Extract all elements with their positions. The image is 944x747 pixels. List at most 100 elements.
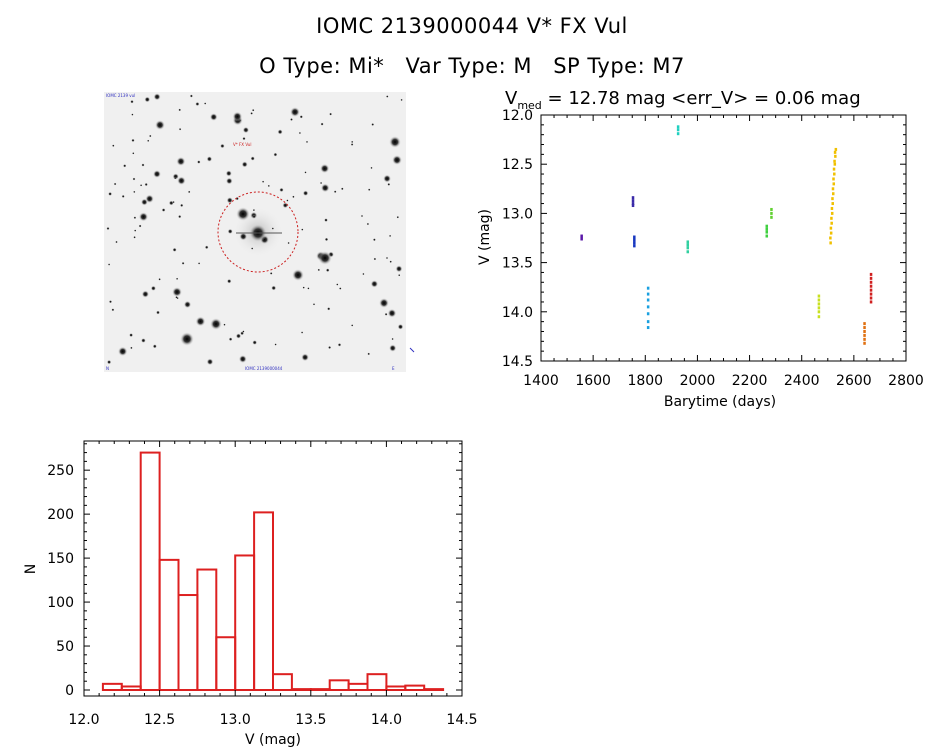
- field-star: [301, 228, 304, 231]
- lc-xtick-label: 2400: [784, 373, 820, 389]
- field-star: [225, 170, 232, 177]
- field-star: [106, 226, 110, 231]
- field-star: [287, 241, 290, 245]
- bright-star: [180, 332, 194, 346]
- lc-data-point: [863, 329, 866, 333]
- lc-data-point: [863, 341, 866, 345]
- lc-data-point: [646, 298, 650, 302]
- field-star: [149, 134, 152, 138]
- field-star: [400, 98, 403, 102]
- lc-data-point: [817, 310, 821, 314]
- field-star: [312, 303, 316, 306]
- lc-ytick-label: 13.5: [502, 256, 533, 272]
- lc-data-point: [686, 250, 690, 254]
- field-star: [371, 123, 375, 126]
- field-star: [277, 129, 283, 135]
- field-star: [235, 196, 239, 201]
- field-star: [132, 152, 135, 155]
- hist-ytick-label: 150: [47, 551, 74, 567]
- field-star: [153, 93, 161, 101]
- field-star: [158, 278, 161, 281]
- lc-data-point: [686, 243, 690, 247]
- field-star: [329, 112, 333, 116]
- field-star: [362, 272, 365, 276]
- hist-bar: [196, 568, 218, 691]
- lc-ytick-label: 14.0: [502, 305, 533, 321]
- lc-title: Vmed = 12.78 mag <err_V> = 0.06 mag: [505, 88, 861, 112]
- field-star: [141, 338, 146, 343]
- lc-data-point: [834, 154, 837, 158]
- hist-bar: [347, 682, 369, 692]
- field-star: [183, 300, 192, 309]
- lc-data-point: [765, 224, 769, 228]
- star-field: [106, 93, 404, 366]
- lc-data-point: [580, 237, 583, 241]
- field-star: [398, 274, 401, 277]
- lc-data-point: [770, 211, 773, 215]
- field-star: [242, 136, 246, 141]
- field-star: [111, 308, 115, 312]
- field-star: [226, 197, 233, 204]
- field-star: [123, 164, 127, 168]
- lc-data-point: [869, 300, 873, 304]
- lc-data-point: [869, 292, 873, 296]
- lc-data-point: [869, 276, 873, 280]
- field-star: [325, 268, 330, 273]
- finder-label-bottom-right: E: [392, 366, 395, 371]
- field-star: [350, 143, 354, 146]
- field-star: [389, 260, 393, 264]
- lc-data-point: [646, 320, 650, 324]
- hist-bar: [234, 554, 256, 691]
- lc-data-point: [765, 230, 769, 234]
- field-star: [141, 290, 150, 298]
- field-star: [391, 337, 394, 341]
- lc-data-point: [830, 206, 834, 210]
- field-star: [307, 287, 310, 290]
- field-star: [228, 337, 233, 342]
- target-circle: [217, 191, 299, 273]
- lc-ytick-label: 13.0: [502, 206, 533, 222]
- lc-data-point: [832, 167, 836, 171]
- field-star: [152, 344, 157, 349]
- field-star: [367, 188, 371, 191]
- field-star: [386, 95, 389, 98]
- lc-data-point: [633, 244, 636, 248]
- field-star: [133, 236, 136, 239]
- spectral-type-label: SP Type: M7: [553, 54, 685, 78]
- field-star: [107, 263, 111, 266]
- bright-star: [379, 298, 389, 308]
- field-star: [117, 346, 128, 357]
- field-star: [181, 261, 185, 265]
- field-star: [279, 187, 284, 193]
- hist-xtick-label: 13.0: [220, 712, 251, 728]
- hist-bar: [290, 688, 312, 691]
- field-star: [134, 229, 137, 232]
- field-star: [238, 355, 247, 363]
- field-star: [273, 152, 278, 157]
- field-star: [138, 224, 142, 228]
- field-star: [156, 310, 160, 315]
- hist-xtick-label: 12.0: [68, 712, 99, 728]
- field-star: [112, 144, 115, 147]
- lc-title-subscript: med: [517, 99, 541, 112]
- field-star: [372, 238, 376, 242]
- lc-data-point: [817, 306, 821, 310]
- lc-data-point: [676, 132, 680, 136]
- chart-subtitle: O Type: Mi* Var Type: M SP Type: M7: [0, 54, 944, 78]
- hist-bar: [272, 673, 293, 692]
- lc-data-point: [770, 215, 773, 219]
- lc-xlabel: Barytime (days): [664, 394, 776, 410]
- lc-xtick-label: 1400: [523, 373, 559, 389]
- hist-ytick-label: 200: [47, 507, 74, 523]
- field-star: [172, 247, 177, 252]
- field-star: [129, 333, 134, 338]
- field-star: [209, 113, 218, 121]
- field-star: [106, 359, 112, 365]
- field-star: [389, 344, 397, 352]
- field-star: [115, 240, 118, 244]
- lc-data-point: [831, 187, 835, 191]
- hist-ytick-label: 0: [65, 683, 74, 699]
- field-star: [161, 208, 166, 212]
- finder-label-bottom: IOMC 2139000044: [245, 366, 283, 371]
- field-star: [251, 247, 254, 250]
